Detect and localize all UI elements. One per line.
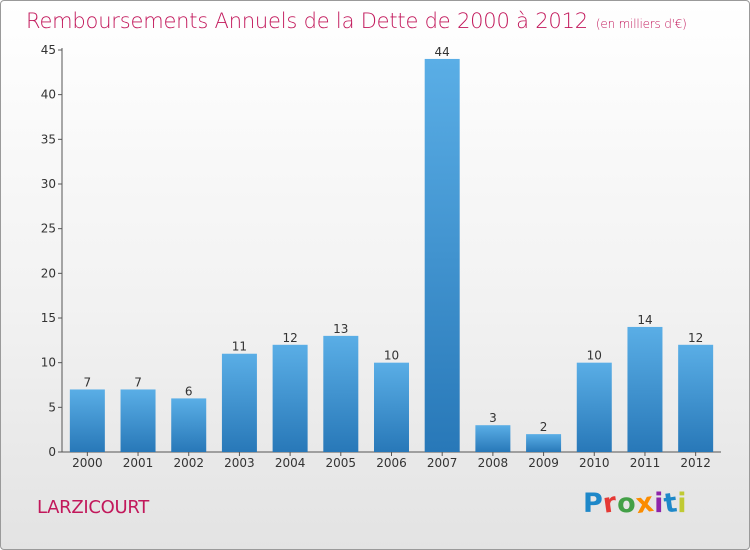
chart-title-text: Remboursements Annuels de la Dette de 20… <box>26 9 588 33</box>
y-tick-label: 20 <box>41 266 56 280</box>
bar <box>526 434 562 452</box>
bar-value-label: 7 <box>134 375 142 389</box>
logo-letter: i <box>654 488 664 519</box>
x-tick-label: 2007 <box>427 456 458 470</box>
x-tick-label: 2005 <box>326 456 357 470</box>
proxiti-logo: Proxiti <box>583 486 688 521</box>
bar <box>69 389 105 452</box>
bar-value-label: 12 <box>282 331 297 345</box>
y-tick-label: 25 <box>41 222 56 236</box>
chart-subtitle: (en milliers d'€) <box>595 17 687 31</box>
bar-value-label: 14 <box>637 313 652 327</box>
x-tick-label: 2008 <box>478 456 509 470</box>
bar <box>576 362 612 452</box>
x-tick-label: 2006 <box>376 456 407 470</box>
chart-labels: 0 5 10 15 20 25 30 35 40 45 2000 7 2001 7 2002 6 2003 11 2… <box>41 43 711 470</box>
bar-value-label: 2 <box>540 420 548 434</box>
bar <box>374 362 409 452</box>
chart-title: Remboursements Annuels de la Dette de 20… <box>26 9 687 33</box>
x-tick-label: 2012 <box>680 456 711 470</box>
y-tick-label: 45 <box>41 43 56 57</box>
bar <box>171 398 207 452</box>
x-tick-label: 2010 <box>579 456 610 470</box>
y-tick-label: 30 <box>41 177 56 191</box>
bar <box>323 335 359 452</box>
logo-letter: o <box>617 488 637 519</box>
y-tick-label: 15 <box>41 311 56 325</box>
x-tick-label: 2009 <box>528 456 559 470</box>
bar <box>272 344 308 452</box>
bar-series <box>69 58 714 452</box>
bar-value-label: 11 <box>232 340 247 354</box>
bar <box>221 353 257 452</box>
logo-letter: P <box>583 488 604 519</box>
bar-value-label: 13 <box>333 322 348 336</box>
x-tick-label: 2002 <box>173 456 204 470</box>
y-tick-label: 10 <box>41 356 56 370</box>
bar <box>424 58 460 452</box>
bar-value-label: 6 <box>185 384 193 398</box>
commune-name: LARZICOURT <box>37 497 150 518</box>
logo-letter: x <box>634 486 657 521</box>
y-tick-label: 5 <box>48 400 56 414</box>
bar <box>475 425 511 452</box>
bar <box>678 344 714 452</box>
logo-letter: i <box>677 488 688 519</box>
bar-value-label: 3 <box>489 411 497 425</box>
bar <box>627 326 663 452</box>
y-tick-label: 35 <box>41 132 56 146</box>
y-tick-label: 40 <box>41 88 56 102</box>
x-tick-label: 2011 <box>630 456 661 470</box>
x-tick-label: 2000 <box>72 456 103 470</box>
x-tick-label: 2004 <box>275 456 306 470</box>
x-tick-label: 2001 <box>123 456 154 470</box>
x-tick-label: 2003 <box>224 456 255 470</box>
bar <box>120 389 156 452</box>
bar-value-label: 10 <box>384 349 399 363</box>
bar-value-label: 12 <box>688 331 703 345</box>
bar-value-label: 10 <box>587 349 602 363</box>
bar-value-label: 7 <box>84 375 92 389</box>
bar-value-label: 44 <box>435 45 450 59</box>
y-tick-label: 0 <box>48 445 56 459</box>
